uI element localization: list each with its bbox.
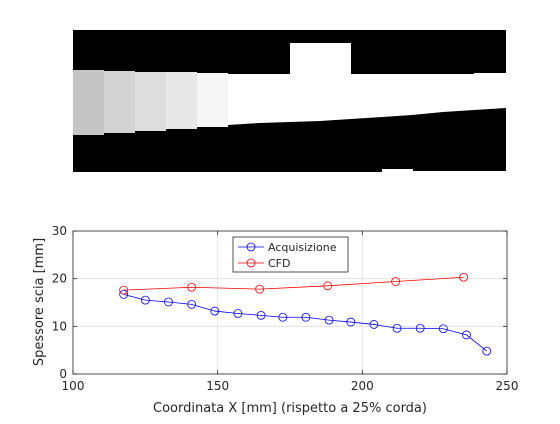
image-segment-4 <box>166 72 197 129</box>
data-point-acquisizione <box>233 309 243 318</box>
axis-ticks: 100 150 200 250 0 10 20 30 <box>52 224 519 393</box>
data-point-acquisizione <box>415 323 425 333</box>
legend-marker-acquisizione <box>246 242 256 252</box>
data-point-acquisizione <box>324 315 334 325</box>
legend-label-acquisizione: Acquisizione <box>268 241 337 254</box>
data-point-cfd <box>119 285 129 295</box>
y-tick-label: 10 <box>52 319 67 333</box>
y-tick-label: 0 <box>59 367 67 381</box>
y-tick-label: 30 <box>52 224 67 238</box>
data-point-cfd <box>255 284 265 294</box>
data-point-acquisizione <box>140 295 150 305</box>
data-point-acquisizione <box>482 346 492 356</box>
series-line-cfd <box>123 276 464 291</box>
series-layer <box>119 272 492 356</box>
line-plot: 100 150 200 250 0 10 20 30 Coordinata X [mm] (r… <box>32 224 518 416</box>
data-point-acquisizione <box>392 323 402 333</box>
y-axis-label: Spessore scia [mm] <box>32 238 47 366</box>
x-tick-label: 150 <box>206 379 229 393</box>
data-point-acquisizione <box>164 297 173 307</box>
image-segment-1 <box>73 70 104 135</box>
data-point-cfd <box>459 272 469 282</box>
legend-label-cfd: CFD <box>268 257 290 270</box>
x-tick-label: 100 <box>62 379 85 393</box>
data-point-acquisizione <box>256 310 266 320</box>
wake-image-panel <box>73 30 506 175</box>
data-point-acquisizione <box>462 330 471 340</box>
y-tick-label: 20 <box>52 272 67 286</box>
image-segment-2 <box>104 71 135 133</box>
image-segment-5 <box>197 73 228 127</box>
image-segment-3 <box>135 72 166 131</box>
data-point-acquisizione <box>369 320 379 329</box>
series-line-acquisizione <box>123 294 487 352</box>
x-tick-label: 250 <box>496 379 519 393</box>
data-point-cfd <box>323 281 333 291</box>
image-edge-step-1 <box>382 169 413 175</box>
legend: Acquisizione CFD <box>232 236 349 273</box>
data-point-cfd <box>187 282 197 292</box>
image-wake-white <box>228 43 506 125</box>
image-edge-step-2 <box>413 171 506 175</box>
plot-frame <box>72 230 508 375</box>
data-point-acquisizione <box>346 317 356 327</box>
x-axis-label: Coordinata X [mm] (rispetto a 25% corda) <box>153 401 427 416</box>
data-point-acquisizione <box>438 324 448 334</box>
data-point-acquisizione <box>278 312 288 322</box>
data-point-cfd <box>391 277 401 286</box>
data-point-acquisizione <box>187 300 197 309</box>
x-tick-label: 200 <box>351 379 374 393</box>
data-point-acquisizione <box>301 312 311 322</box>
data-point-acquisizione <box>119 289 129 299</box>
data-point-acquisizione <box>210 306 220 316</box>
image-edge-step-3 <box>73 172 383 175</box>
legend-marker-cfd <box>246 258 256 268</box>
